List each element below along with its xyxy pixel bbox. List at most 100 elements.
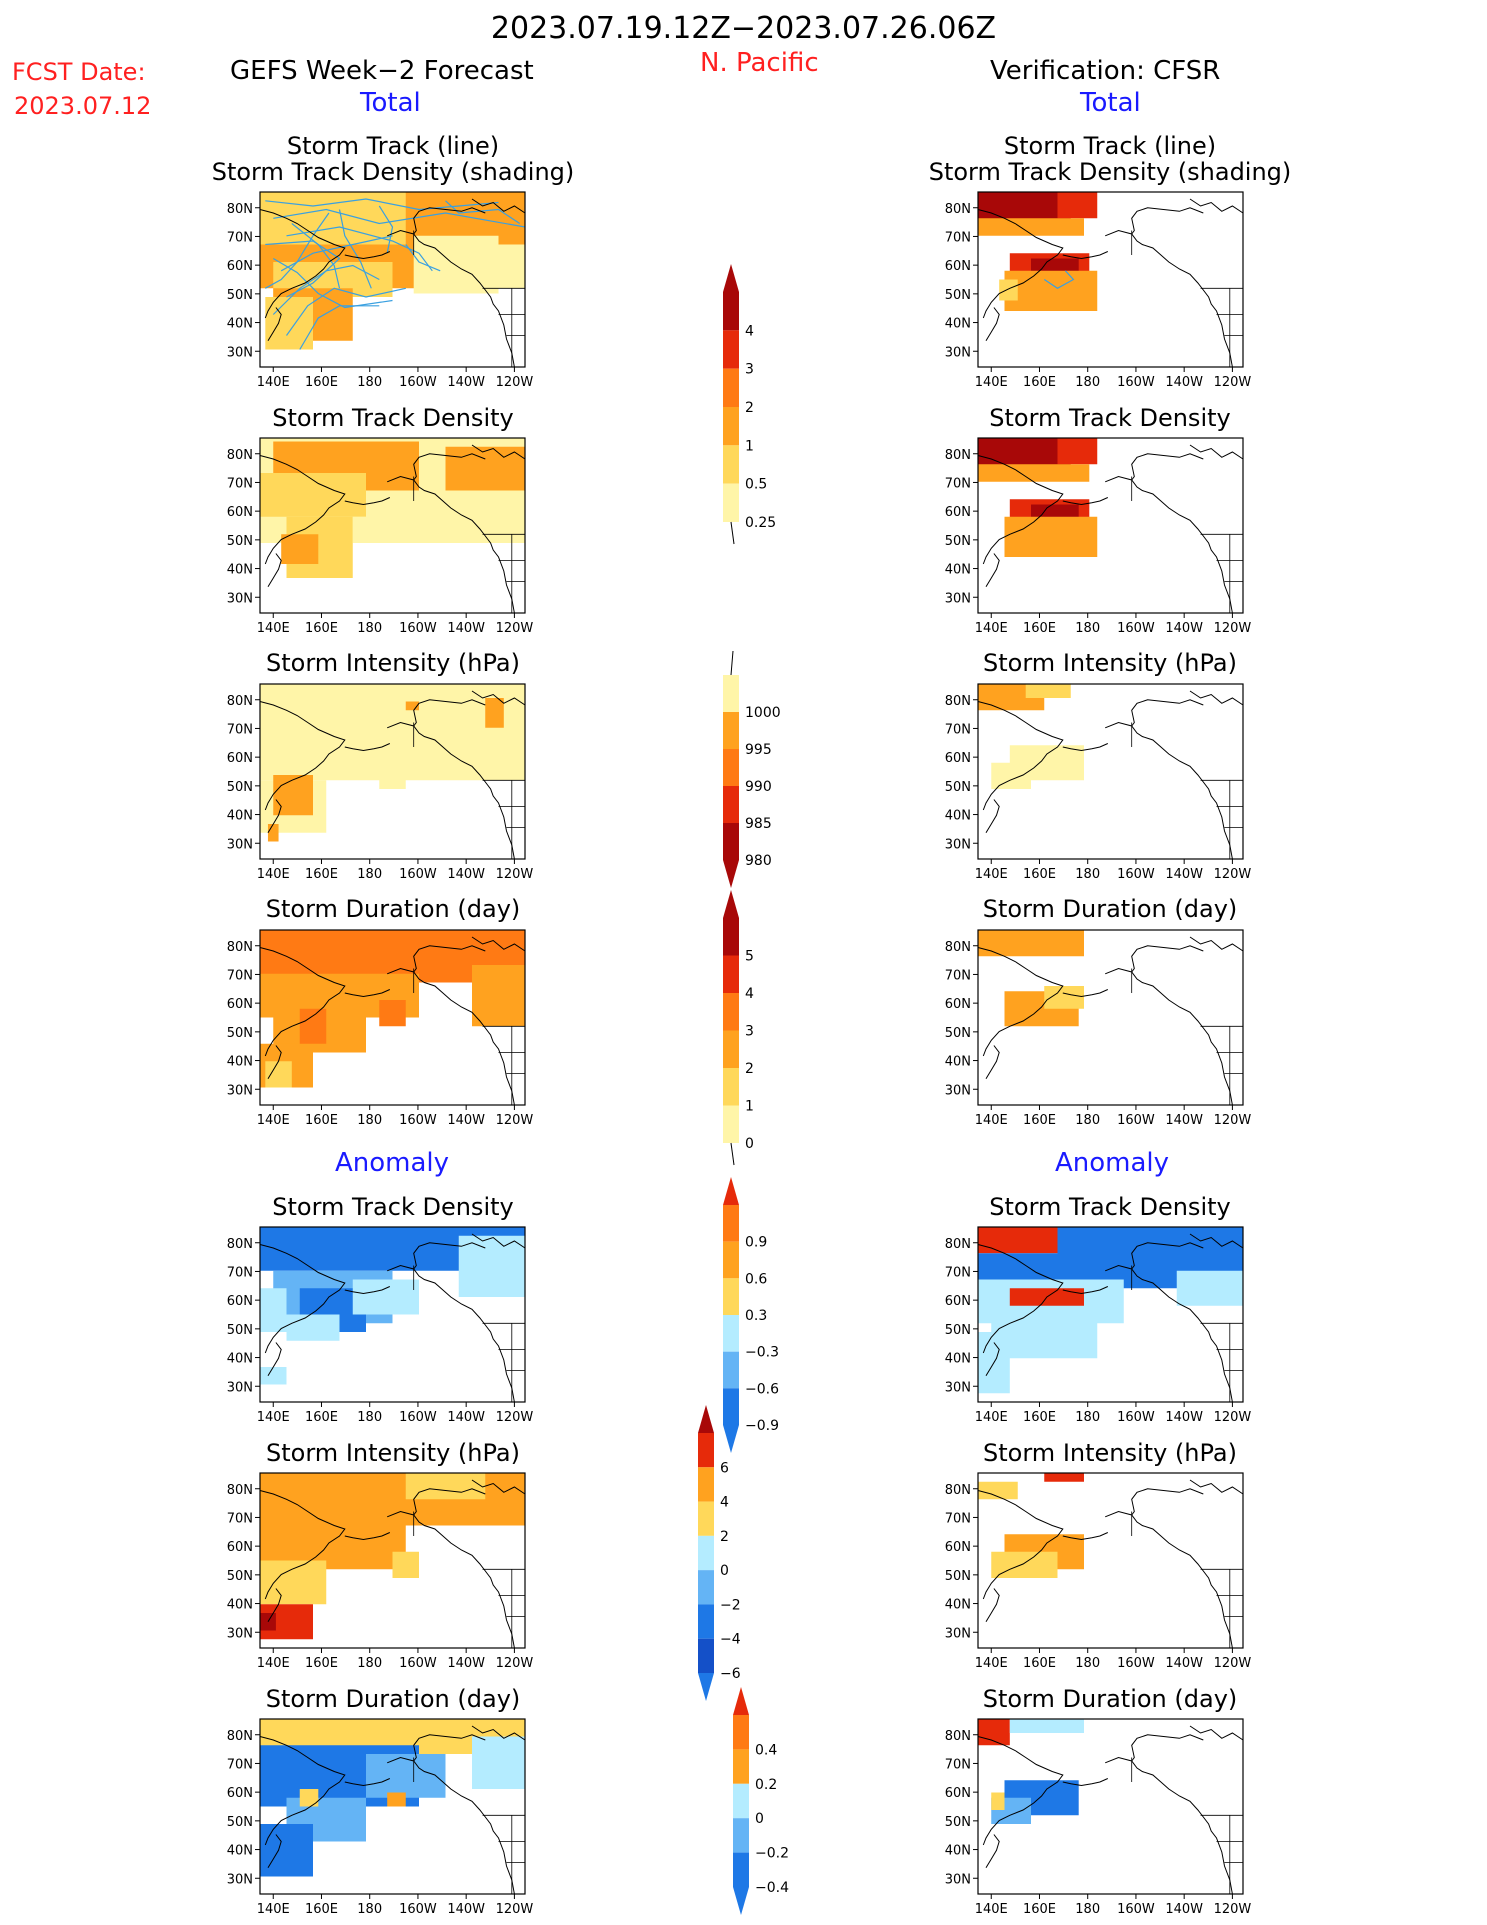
- map-frame: [977, 1472, 1244, 1649]
- storm-track-line: [338, 209, 372, 289]
- shaded-region: [1044, 986, 1084, 1009]
- y-tick-label: 80N: [945, 1237, 971, 1252]
- forecast-column-title: GEFS Week−2 Forecast: [230, 56, 534, 86]
- storm-track-line: [405, 244, 441, 272]
- coastline: [344, 251, 391, 260]
- shaded-region: [299, 1008, 327, 1044]
- x-tick-label: 120W: [1214, 1656, 1252, 1671]
- political-border: [413, 722, 525, 859]
- x-tick-label: 140W: [447, 621, 485, 636]
- x-tick-label: 180: [1075, 1113, 1100, 1128]
- coastline: [977, 1736, 1064, 1846]
- coastline: [267, 553, 282, 588]
- coastline: [1105, 1510, 1233, 1649]
- verification-density-anomaly-map: 140E 160E 180 160W 140W 120W 80N 70N 60N 50N 40N 30…: [945, 1226, 1252, 1425]
- coastline: [1062, 251, 1109, 260]
- political-border: [413, 1757, 525, 1894]
- shaded-region: [352, 516, 425, 543]
- x-tick-label: 120W: [1214, 1410, 1252, 1425]
- coastline: [1062, 1532, 1109, 1541]
- x-tick-label: 140E: [975, 621, 1008, 636]
- colorbar-label: 0.4: [755, 1742, 777, 1758]
- colorbar-swatch: [698, 1604, 714, 1639]
- verification-duration-anom-panel-title: Storm Duration (day): [982, 1685, 1238, 1713]
- coastline: [985, 1045, 1000, 1080]
- forecast-anomaly-label: Anomaly: [335, 1148, 450, 1178]
- y-tick-label: 60N: [227, 505, 253, 520]
- colorbar-label: −6: [720, 1666, 741, 1682]
- y-tick-label: 50N: [227, 534, 253, 549]
- forecast-duration-anom-panel-title: Storm Duration (day): [265, 1685, 521, 1713]
- map-frame: [259, 191, 526, 368]
- forecast-intensity-anom-panel-title: Storm Intensity (hPa): [266, 1439, 520, 1467]
- coastline: [1131, 1734, 1204, 1762]
- shaded-region: [978, 1481, 1018, 1500]
- shaded-region: [978, 1227, 1058, 1254]
- coastline: [977, 1244, 1064, 1354]
- x-tick-label: 120W: [1214, 867, 1252, 882]
- coastline: [344, 497, 391, 506]
- x-tick-label: 140E: [975, 867, 1008, 882]
- political-border: [1131, 230, 1243, 367]
- coastline: [1105, 1264, 1233, 1403]
- x-tick-label: 160E: [1023, 375, 1056, 390]
- x-tick-label: 120W: [1214, 1902, 1252, 1917]
- shaded-region: [1025, 684, 1071, 698]
- x-tick-label: 160W: [399, 1902, 437, 1917]
- storm-track-line: [265, 198, 499, 211]
- political-border: [1131, 1757, 1243, 1894]
- colorbar-label: 3: [745, 1024, 754, 1040]
- fcst-date-label: FCST Date:: [12, 58, 146, 86]
- verification-duration-anomaly-map: 140E 160E 180 160W 140W 120W 80N 70N 60N 50N 40N 30…: [945, 1718, 1252, 1917]
- shaded-region: [1044, 1473, 1084, 1482]
- x-tick-label: 160E: [305, 621, 338, 636]
- y-tick-label: 40N: [945, 563, 971, 578]
- shaded-region: [472, 965, 525, 1027]
- x-tick-label: 180: [357, 1656, 382, 1671]
- y-tick-label: 80N: [945, 202, 971, 217]
- coastline: [1189, 444, 1244, 460]
- y-tick-label: 50N: [945, 534, 971, 549]
- coastline: [1105, 475, 1233, 614]
- shaded-region: [265, 1061, 292, 1088]
- colorbar-swatch: [698, 1433, 714, 1468]
- coastline: [985, 799, 1000, 834]
- coastline: [259, 1244, 346, 1354]
- colorbar-swatch: [723, 330, 739, 369]
- intensity-colorbar: 1000 995 990 985 980: [723, 650, 781, 888]
- forecast-track-panel-title: Storm Track (line) Storm Track Density (s…: [211, 132, 575, 187]
- verification-total-label: Total: [1080, 88, 1141, 118]
- verification-density-panel-title: Storm Track Density: [989, 404, 1231, 432]
- x-tick-label: 160E: [305, 1902, 338, 1917]
- coastline: [1131, 207, 1204, 235]
- colorbar-swatch: [723, 918, 739, 956]
- shaded-region: [260, 1288, 287, 1332]
- y-tick-label: 50N: [227, 780, 253, 795]
- colorbar-label: 0: [755, 1811, 764, 1827]
- y-tick-label: 60N: [227, 751, 253, 766]
- colorbar-swatch: [723, 1388, 739, 1425]
- x-tick-label: 140W: [1165, 1410, 1203, 1425]
- colorbar-label: 2: [720, 1529, 729, 1545]
- colorbar-arrow: [723, 890, 739, 918]
- colorbar-swatch: [723, 749, 739, 786]
- coastline: [1189, 1725, 1244, 1741]
- shaded-region: [286, 1314, 340, 1341]
- y-tick-label: 30N: [945, 1872, 971, 1887]
- coastline: [1189, 936, 1244, 952]
- map-frame: [977, 929, 1244, 1106]
- coastline: [985, 1342, 1000, 1377]
- y-tick-label: 70N: [227, 722, 253, 737]
- y-tick-label: 40N: [945, 1352, 971, 1367]
- storm-track-line: [291, 223, 341, 289]
- x-tick-label: 160E: [305, 1656, 338, 1671]
- coastline: [1131, 1488, 1204, 1516]
- y-tick-label: 40N: [227, 317, 253, 332]
- y-tick-label: 70N: [227, 1757, 253, 1772]
- colorbar-label: 1: [745, 1099, 754, 1115]
- coastline: [471, 198, 526, 214]
- coastline: [259, 947, 346, 1057]
- colorbar-swatch: [733, 1818, 749, 1853]
- map-frame: [977, 437, 1244, 614]
- coastline: [977, 701, 1064, 811]
